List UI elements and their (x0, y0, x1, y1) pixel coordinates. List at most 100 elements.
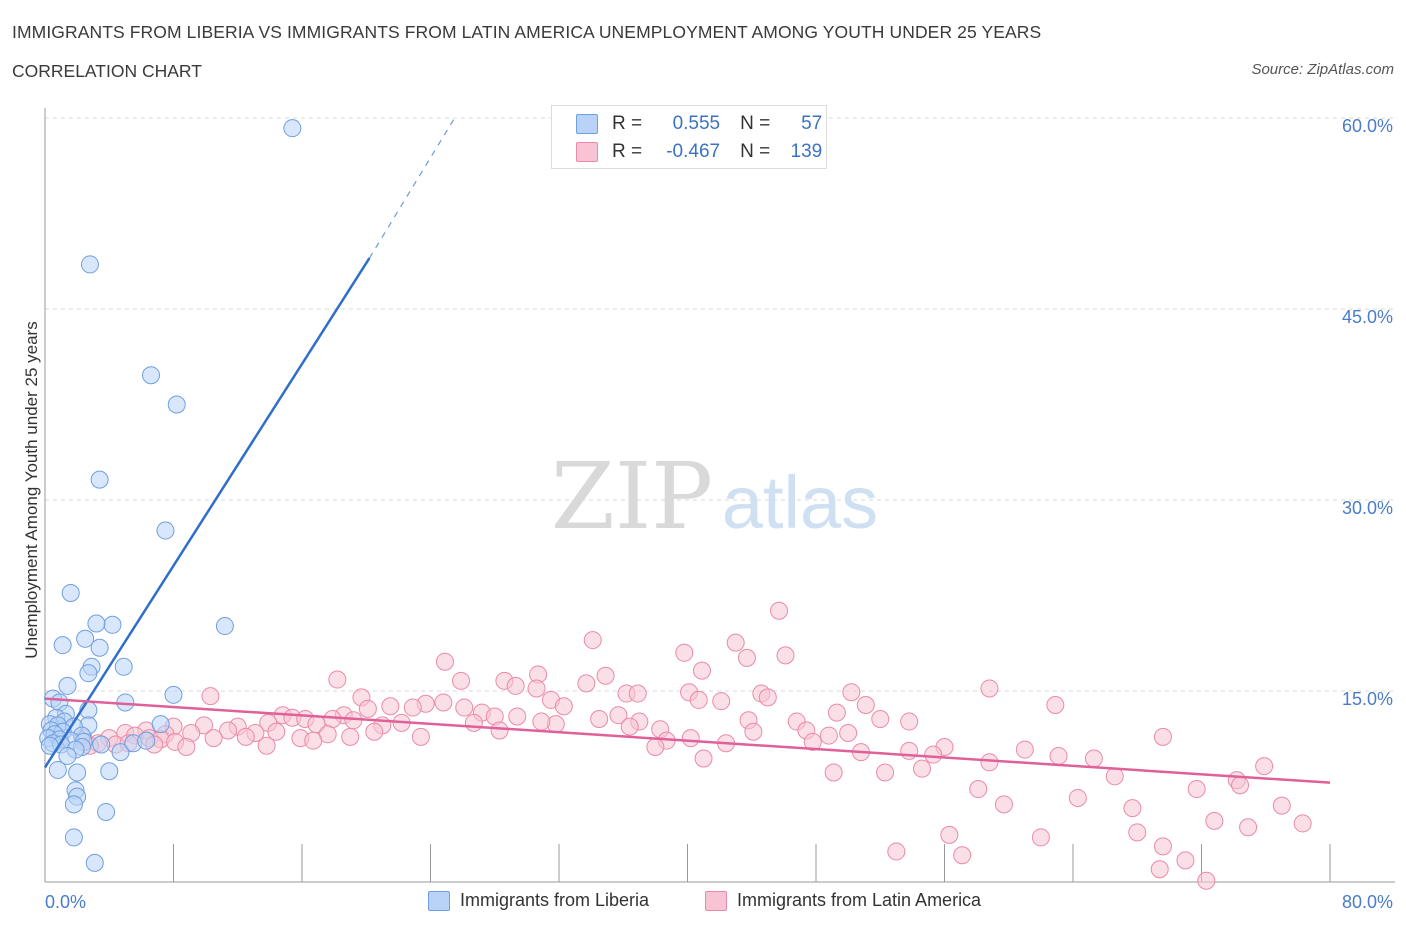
latam-point (1084, 749, 1103, 768)
latam-point (267, 722, 286, 741)
bottom-liberia-label: Immigrants from Liberia (460, 890, 650, 910)
latam-point (508, 707, 527, 726)
latam-point (609, 706, 628, 725)
latam-point (257, 736, 276, 755)
latam-point (1128, 823, 1147, 842)
liberia-r-value: 0.555 (672, 113, 721, 134)
latam-point (712, 692, 731, 711)
latam-point (577, 674, 596, 693)
latam-point (219, 721, 238, 740)
liberia-point (68, 763, 87, 782)
latam-point (694, 749, 713, 768)
latam-point (1205, 811, 1224, 830)
chart-title: IMMIGRANTS FROM LIBERIA VS IMMIGRANTS FR… (12, 22, 1042, 42)
watermark: ZIP atlas (551, 443, 878, 550)
latam-point (455, 698, 474, 717)
liberia-point (283, 119, 302, 138)
latam-point (590, 710, 609, 729)
latam-point (1046, 696, 1065, 715)
liberia-point (156, 521, 175, 540)
latam-point (646, 738, 665, 757)
grid-lines (45, 117, 1395, 692)
axes (44, 108, 1395, 883)
latam-r-label: R = (612, 141, 643, 162)
latam-point (969, 780, 988, 799)
latam-point (871, 710, 890, 729)
liberia-n-label: N = (740, 113, 771, 134)
latam-point (1187, 780, 1206, 799)
latam-point (381, 697, 400, 716)
latam-point (434, 693, 453, 712)
watermark-atlas: atlas (722, 461, 878, 544)
latam-point (1231, 776, 1250, 795)
latam-point (304, 731, 323, 750)
liberia-r-label: R = (612, 113, 643, 134)
latam-point (994, 795, 1013, 814)
liberia-point (79, 664, 98, 683)
liberia-point (53, 636, 72, 655)
chart-subtitle: CORRELATION CHART (12, 61, 202, 81)
latam-point (1123, 799, 1142, 818)
liberia-point (64, 828, 83, 847)
liberia-point (48, 760, 67, 779)
latam-point (527, 679, 546, 698)
source-note: Source: ZipAtlas.com (1251, 61, 1394, 78)
legend-row-latam: R = -0.467 N = 139 (576, 140, 822, 164)
liberia-point (92, 735, 111, 754)
liberia-point (111, 743, 130, 762)
latam-point (358, 699, 377, 718)
latam-trend-line (44, 697, 1331, 784)
latam-point (532, 712, 551, 731)
correlation-legend: R = 0.555 N = 57 R = -0.467 N = 139 (551, 105, 827, 169)
latam-point (842, 683, 861, 702)
liberia-point (61, 583, 80, 602)
latam-n-value: 139 (790, 141, 823, 162)
latam-point (177, 738, 196, 757)
trend-lines (43, 117, 1331, 784)
bottom-latam-swatch (705, 890, 727, 911)
latam-point (464, 713, 483, 732)
y-tick-label: 45.0% (1342, 307, 1393, 327)
latam-point (776, 646, 795, 665)
latam-point (452, 671, 471, 690)
liberia-point (90, 638, 109, 657)
latam-point (980, 753, 999, 772)
liberia-trend-extension (368, 117, 456, 259)
liberia-point (90, 470, 109, 489)
latam-point (913, 759, 932, 778)
liberia-point (58, 746, 77, 765)
y-tick-label: 15.0% (1342, 689, 1393, 709)
liberia-swatch (576, 114, 598, 134)
liberia-point (80, 255, 99, 274)
latam-point (900, 712, 919, 731)
latam-point (839, 724, 858, 743)
latam-point (1153, 727, 1172, 746)
liberia-point (114, 657, 133, 676)
latam-point (803, 732, 822, 751)
liberia-points (39, 119, 302, 872)
latam-point (824, 763, 843, 782)
latam-point (1031, 828, 1050, 847)
latam-point (876, 763, 895, 782)
latam-point (758, 688, 777, 707)
latam-point (506, 676, 525, 695)
y-tick-label: 30.0% (1342, 498, 1393, 518)
latam-point (628, 684, 647, 703)
latam-point (819, 726, 838, 745)
latam-point (365, 722, 384, 741)
latam-point (692, 661, 711, 680)
latam-point (1255, 757, 1274, 776)
liberia-point (164, 685, 183, 704)
liberia-n-value: 57 (801, 113, 823, 134)
latam-point (236, 727, 255, 746)
latam-point (1293, 814, 1312, 833)
liberia-point (58, 676, 77, 695)
latam-point (1272, 796, 1291, 815)
latam-point (827, 703, 846, 722)
latam-point (1239, 818, 1258, 837)
latam-n-label: N = (740, 141, 771, 162)
liberia-point (64, 795, 83, 814)
x-tick-label-min: 0.0% (45, 892, 86, 912)
latam-point (681, 729, 700, 748)
